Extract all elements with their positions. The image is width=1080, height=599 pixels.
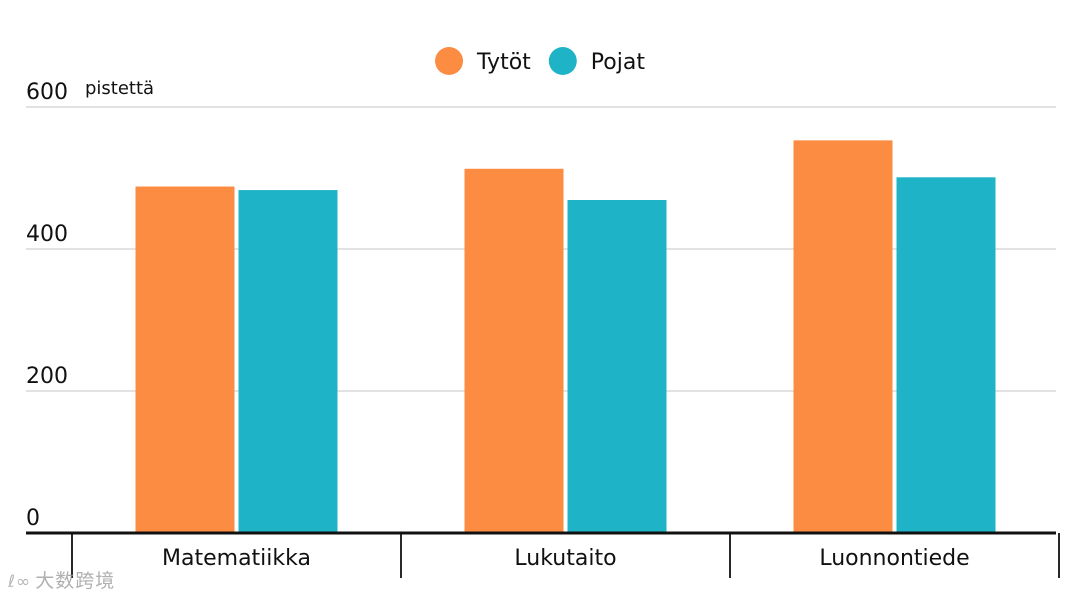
legend-label-pojat: Pojat [591,50,646,75]
bar-tytöt-matematiikka [135,186,235,533]
legend-label-tytöt: Tytöt [476,50,531,75]
watermark: ℓ∞ 大数跨境 [8,566,115,593]
bar-pojat-luonnontiede [896,177,996,534]
bar-tytöt-lukutaito [464,168,564,533]
legend-swatch-pojat [548,47,577,75]
x-tick-label-luonnontiede: Luonnontiede [819,546,969,571]
y-tick-label-400: 400 [26,222,68,247]
x-tick-label-lukutaito: Lukutaito [514,546,616,571]
legend: Tytöt Pojat [435,47,645,75]
bar-pojat-matematiikka [238,190,338,533]
legend-swatch-tytöt [435,47,464,75]
bar-pojat-lukutaito [567,200,667,533]
axis-layer: 0 200 400 600 pistettä Matematiikka Lukutaito L… [26,78,1060,578]
bars-layer [135,140,996,534]
y-tick-label-600: 600 [26,80,68,105]
legend-item-tytöt: Tytöt [435,47,531,75]
y-axis-unit-label: pistettä [85,78,154,99]
y-tick-label-0: 0 [26,506,40,531]
x-tick-label-matematiikka: Matematiikka [162,546,311,571]
bar-tytöt-luonnontiede [793,140,893,533]
legend-item-pojat: Pojat [548,47,646,75]
watermark-logo-icon: ℓ∞ [8,572,32,592]
watermark-text: 大数跨境 [35,570,116,592]
legend-items: Tytöt Pojat [435,47,645,75]
y-tick-label-200: 200 [26,364,68,389]
